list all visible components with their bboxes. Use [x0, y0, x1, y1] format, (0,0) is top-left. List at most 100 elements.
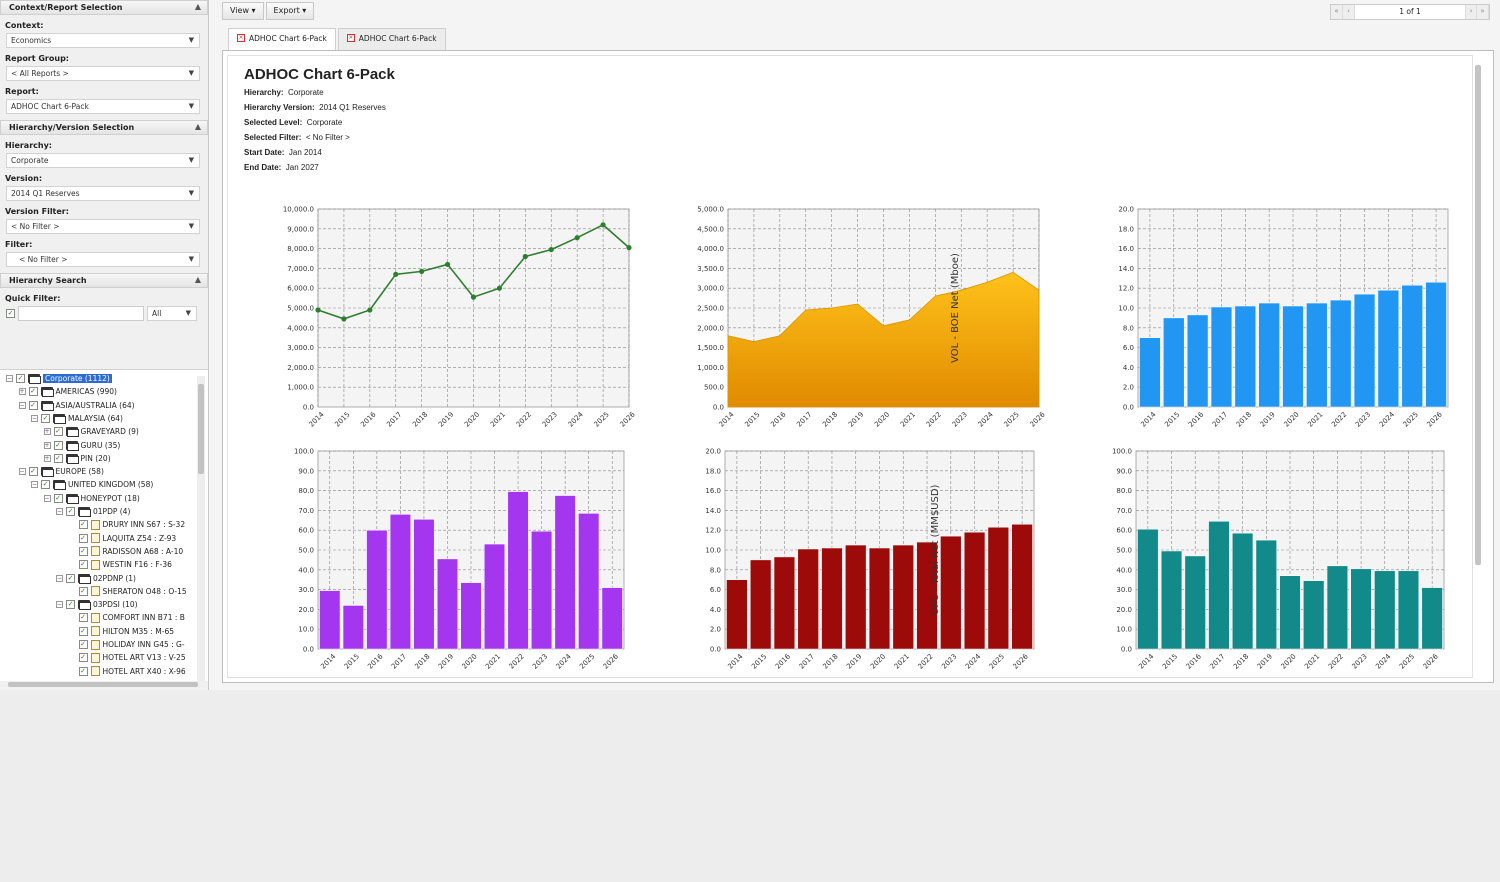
x-tick-label: 2021: [1306, 410, 1324, 428]
close-tab-icon[interactable]: ×: [346, 34, 355, 42]
expand-toggle-icon[interactable]: −: [56, 508, 63, 515]
report-group-dropdown[interactable]: < All Reports > ▼: [6, 66, 200, 81]
tree-node[interactable]: + ✓ GURU (35): [43, 439, 120, 452]
tree-node-checkbox[interactable]: ✓: [78, 653, 88, 663]
tree-node[interactable]: ✓ RADISSON A68 : A-10: [69, 545, 183, 558]
tree-node-checkbox[interactable]: ✓: [78, 533, 88, 543]
expand-toggle-icon[interactable]: −: [56, 601, 63, 609]
y-tick-label: 20.0: [705, 448, 721, 456]
tree-node[interactable]: ✓ HOLIDAY INN G45 : G-: [69, 638, 185, 651]
version-filter-dropdown[interactable]: < No Filter > ▼: [6, 219, 200, 234]
tree-node-checkbox[interactable]: ✓: [41, 413, 50, 423]
tree-node[interactable]: ✓ DRURY INN S67 : S-32: [69, 518, 185, 531]
tree-node-checkbox[interactable]: ✓: [41, 480, 50, 490]
x-tick-label: 2016: [1185, 652, 1204, 671]
quick-filter-checkbox[interactable]: ✓: [6, 309, 15, 318]
tree-node-checkbox[interactable]: ✓: [66, 507, 75, 516]
last-page-icon[interactable]: »: [1477, 5, 1489, 19]
tree-node[interactable]: − ✓ Corporate (1112): [6, 372, 112, 385]
collapse-icon[interactable]: ▲: [194, 2, 201, 11]
bar: [940, 535, 962, 650]
tree-node-checkbox[interactable]: ✓: [53, 440, 63, 450]
next-page-icon[interactable]: ›: [1465, 5, 1477, 19]
tree-node[interactable]: ✓ SHERATON O48 : O-15: [69, 585, 187, 598]
tree-node[interactable]: + ✓ GRAVEYARD (9): [43, 425, 139, 438]
tab-report-1[interactable]: × ADHOC Chart 6-Pack: [228, 28, 336, 51]
tree-node-checkbox[interactable]: ✓: [78, 640, 88, 649]
report-scroll-thumb[interactable]: [1475, 65, 1481, 565]
tree-node[interactable]: − ✓ 01PDP (4): [56, 505, 130, 518]
tree-scrollbar[interactable]: [197, 376, 205, 681]
collapse-icon[interactable]: ▲: [194, 122, 201, 131]
expand-toggle-icon[interactable]: −: [18, 468, 26, 476]
tree-node[interactable]: ✓ COMFORT INN B71 : B: [69, 611, 185, 624]
expand-toggle-icon[interactable]: −: [31, 414, 38, 422]
expand-toggle-icon[interactable]: −: [18, 401, 26, 409]
report-dropdown[interactable]: ADHOC Chart 6-Pack ▼: [6, 99, 200, 114]
tree-node-checkbox[interactable]: ✓: [28, 467, 38, 477]
tree-scroll-thumb[interactable]: [198, 384, 204, 474]
expand-toggle-icon[interactable]: −: [56, 574, 63, 582]
quick-filter-scope-dropdown[interactable]: All ▼: [147, 306, 197, 321]
tree-node-checkbox[interactable]: ✓: [78, 586, 88, 596]
tree-node-checkbox[interactable]: ✓: [78, 626, 88, 636]
x-tick-label: 2024: [977, 410, 996, 429]
tree-node-checkbox[interactable]: ✓: [66, 600, 75, 610]
tree-node-checkbox[interactable]: ✓: [16, 374, 25, 383]
y-tick-label: 2.0: [1123, 384, 1134, 392]
tree-node-checkbox[interactable]: ✓: [53, 493, 63, 503]
tree-node-checkbox[interactable]: ✓: [53, 427, 63, 437]
context-dropdown[interactable]: Economics ▼: [6, 33, 200, 48]
context-section-header[interactable]: Context/Report Selection ▲: [0, 0, 208, 15]
tree-node[interactable]: ✓ LAQUITA Z54 : Z-93: [69, 532, 176, 545]
view-menu-button[interactable]: View ▾: [222, 2, 264, 20]
tree-node-checkbox[interactable]: ✓: [78, 613, 88, 623]
tree-node-checkbox[interactable]: ✓: [78, 520, 88, 530]
expand-toggle-icon[interactable]: −: [6, 375, 13, 382]
first-page-icon[interactable]: «: [1331, 5, 1343, 19]
tree-node[interactable]: + ✓ AMERICAS (990): [18, 385, 117, 398]
expand-toggle-icon[interactable]: +: [43, 441, 51, 449]
tree-horizontal-scrollbar[interactable]: [8, 682, 198, 687]
tree-node[interactable]: ✓ HOTEL ART V13 : V-25: [69, 651, 186, 664]
tab-report-2[interactable]: × ADHOC Chart 6-Pack: [337, 28, 446, 50]
tree-node-checkbox[interactable]: ✓: [28, 400, 38, 410]
document-icon: [90, 533, 100, 544]
version-dropdown[interactable]: 2014 Q1 Reserves ▼: [6, 186, 200, 201]
prev-page-icon[interactable]: ‹: [1343, 5, 1355, 19]
expand-toggle-icon[interactable]: −: [31, 481, 38, 489]
tree-node[interactable]: − ✓ HONEYPOT (18): [43, 492, 140, 505]
tree-node[interactable]: − ✓ ASIA/AUSTRALIA (64): [18, 399, 135, 412]
tree-node-checkbox[interactable]: ✓: [66, 573, 75, 583]
tree-node[interactable]: ✓ HILTON M35 : M-65: [69, 625, 174, 638]
tree-node[interactable]: ✓ WESTIN F16 : F-36: [69, 558, 172, 571]
tree-node[interactable]: − ✓ 03PDSI (10): [56, 598, 138, 611]
search-section-header[interactable]: Hierarchy Search ▲: [0, 273, 208, 288]
tree-node[interactable]: − ✓ MALAYSIA (64): [31, 412, 123, 425]
y-tick-label: 2.0: [710, 626, 721, 634]
quick-filter-input[interactable]: [18, 306, 144, 321]
tree-node-checkbox[interactable]: ✓: [78, 560, 88, 570]
tree-node-checkbox[interactable]: ✓: [78, 546, 88, 556]
expand-toggle-icon[interactable]: +: [43, 454, 51, 462]
bar: [1306, 302, 1328, 408]
tree-node[interactable]: ✓ HOTEL ART X40 : X-96: [69, 665, 186, 678]
collapse-icon[interactable]: ▲: [194, 275, 201, 284]
expand-toggle-icon[interactable]: +: [18, 388, 26, 396]
close-tab-icon[interactable]: ×: [237, 34, 245, 42]
expand-toggle-icon[interactable]: +: [43, 428, 51, 436]
tree-node-checkbox[interactable]: ✓: [78, 666, 88, 676]
tree-node[interactable]: − ✓ 02PDNP (1): [56, 572, 136, 585]
tree-node[interactable]: + ✓ PIN (20): [43, 452, 111, 465]
filter-dropdown[interactable]: < No Filter > ▼: [6, 252, 200, 267]
expand-toggle-icon[interactable]: −: [43, 494, 51, 502]
tree-node[interactable]: − ✓ UNITED KINGDOM (58): [31, 478, 153, 491]
hierarchy-section-header[interactable]: Hierarchy/Version Selection ▲: [0, 120, 208, 135]
report-scrollbar[interactable]: [1473, 57, 1483, 679]
tree-node[interactable]: − ✓ EUROPE (58): [18, 465, 104, 478]
export-menu-button[interactable]: Export ▾: [265, 2, 315, 20]
bar: [1377, 289, 1400, 408]
tree-node-checkbox[interactable]: ✓: [28, 387, 38, 397]
hierarchy-dropdown[interactable]: Corporate ▼: [6, 153, 200, 168]
tree-node-checkbox[interactable]: ✓: [53, 453, 63, 463]
